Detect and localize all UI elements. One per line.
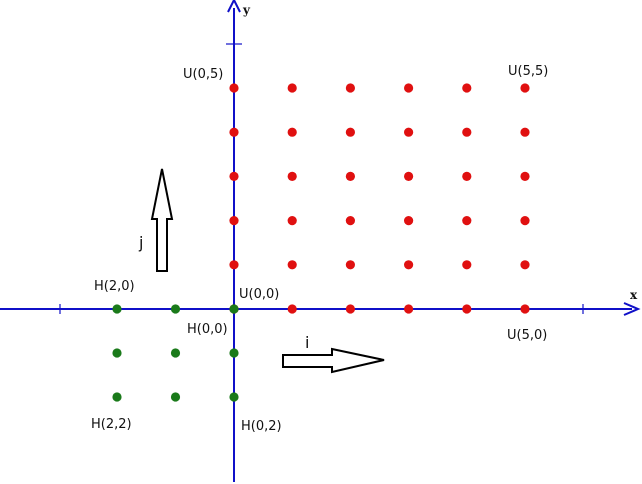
label-h20: H(2,0)	[94, 279, 135, 294]
h-point	[112, 304, 122, 314]
x-axis-arrowhead	[623, 302, 641, 316]
label-u00: U(0,0)	[239, 287, 279, 302]
h-point	[170, 304, 181, 314]
i-vector-label: i	[305, 333, 309, 352]
u-point-grid	[229, 83, 530, 314]
u-point	[345, 83, 355, 93]
label-h02: H(0,2)	[241, 419, 282, 434]
u-point	[520, 171, 530, 181]
u-point	[404, 304, 414, 314]
label-u05: U(0,5)	[183, 67, 223, 82]
u-point	[404, 260, 414, 270]
j-vector-label: j	[138, 233, 143, 252]
i-vector-arrow: i	[282, 333, 385, 374]
u-point	[520, 83, 530, 93]
u-point	[287, 304, 297, 314]
point-labels: U(0,5) U(5,5) U(0,0) U(5,0) H(2,0) H(0,0…	[91, 64, 548, 434]
u-point	[287, 171, 297, 181]
y-axis-arrowhead	[227, 0, 241, 13]
u-point	[287, 216, 297, 226]
u-point	[462, 304, 472, 314]
u-point	[345, 171, 355, 181]
u-point	[520, 260, 530, 270]
u-point	[520, 216, 530, 226]
h-point	[112, 392, 122, 402]
u-point	[229, 171, 239, 181]
u-point	[462, 216, 472, 226]
u-point	[404, 83, 414, 93]
label-u50: U(5,0)	[507, 328, 547, 343]
u-point	[229, 260, 239, 270]
label-h00: H(0,0)	[187, 322, 228, 337]
u-point	[462, 260, 472, 270]
label-h22: H(2,2)	[91, 417, 132, 432]
j-arrow-shape	[150, 168, 174, 272]
u-point	[229, 83, 239, 93]
u-point	[345, 127, 355, 137]
u-point	[404, 171, 414, 181]
h-point-grid	[112, 304, 239, 402]
u-point	[287, 83, 297, 93]
h-point	[112, 348, 122, 358]
h-point	[170, 392, 181, 402]
x-axis-label: x	[630, 288, 638, 302]
u-point	[345, 260, 355, 270]
u-point	[229, 127, 239, 137]
u-point	[404, 216, 414, 226]
u-point	[345, 216, 355, 226]
u-point	[462, 171, 472, 181]
u-point	[345, 304, 355, 314]
u-point	[520, 127, 530, 137]
h-point	[170, 348, 181, 358]
label-u55: U(5,5)	[508, 64, 548, 79]
u-point	[287, 260, 297, 270]
u-point	[462, 127, 472, 137]
u-point	[520, 304, 530, 314]
h-point	[229, 304, 239, 314]
y-axis-label: y	[242, 3, 251, 17]
h-point	[229, 348, 239, 358]
u-point	[229, 216, 239, 226]
j-vector-arrow: j	[138, 168, 174, 272]
u-point	[404, 127, 414, 137]
u-point	[287, 127, 297, 137]
h-point	[229, 392, 239, 402]
u-point	[462, 83, 472, 93]
i-arrow-shape	[282, 347, 385, 374]
